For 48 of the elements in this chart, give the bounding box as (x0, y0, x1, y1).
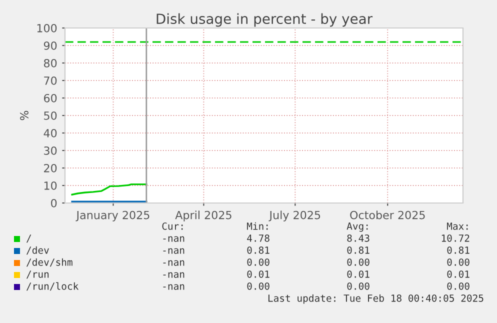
text: -nan (163, 260, 184, 266)
text: 0.01 (247, 270, 270, 278)
y-tick-label: 40 (44, 128, 57, 138)
y-tick-label: 50 (44, 111, 57, 120)
text: 0.81 (447, 246, 470, 254)
y-tick-label: 10 (44, 181, 57, 190)
y-tick-label: 0 (51, 198, 57, 208)
text: 0.00 (447, 258, 470, 266)
legend-label: /run (26, 270, 49, 279)
x-tick-label: October 2025 (350, 210, 425, 220)
y-tick-label: 70 (44, 76, 57, 85)
text: 0.00 (447, 282, 470, 290)
text: 0.01 (347, 270, 370, 278)
text: 4.78 (247, 234, 270, 242)
legend-label: / (26, 234, 32, 243)
y-axis-title: % (20, 110, 28, 120)
text: 10.72 (442, 234, 470, 242)
x-tick-label: January 2025 (76, 210, 150, 222)
y-tick-label: 80 (44, 58, 57, 68)
text: Cur: (162, 222, 183, 230)
text: 0.81 (347, 246, 370, 254)
legend-label: /dev (26, 246, 49, 255)
x-tick-label: April 2025 (175, 210, 232, 222)
text: 0.00 (347, 282, 370, 290)
text: 8.43 (347, 234, 370, 242)
text: Last update: Tue Feb 18 00:40:05 2025 (268, 294, 484, 304)
y-tick-label: 100 (37, 24, 57, 32)
legend-label: /dev/shm (26, 258, 72, 267)
text: -nan (163, 284, 184, 290)
text: 0.00 (347, 258, 370, 266)
text: Min: (246, 222, 268, 230)
y-tick-label: 20 (44, 164, 57, 172)
text: -nan (163, 236, 184, 242)
y-tick-label: 90 (44, 41, 57, 50)
text: Avg: (346, 222, 368, 232)
x-tick-label: July 2025 (268, 210, 320, 222)
text: 0.00 (247, 258, 270, 266)
chart-title: Disk usage in percent - by year (156, 13, 373, 27)
text: Max: (446, 222, 468, 230)
text: 0.81 (247, 246, 270, 254)
y-tick-label: 30 (44, 146, 57, 155)
text: -nan (163, 248, 184, 254)
y-tick-label: 60 (44, 94, 57, 102)
line-series (71, 183, 148, 196)
text: 0.01 (447, 270, 470, 278)
text: -nan (163, 272, 184, 278)
text: 0.00 (247, 282, 270, 290)
legend-label: /run/lock (26, 282, 79, 291)
